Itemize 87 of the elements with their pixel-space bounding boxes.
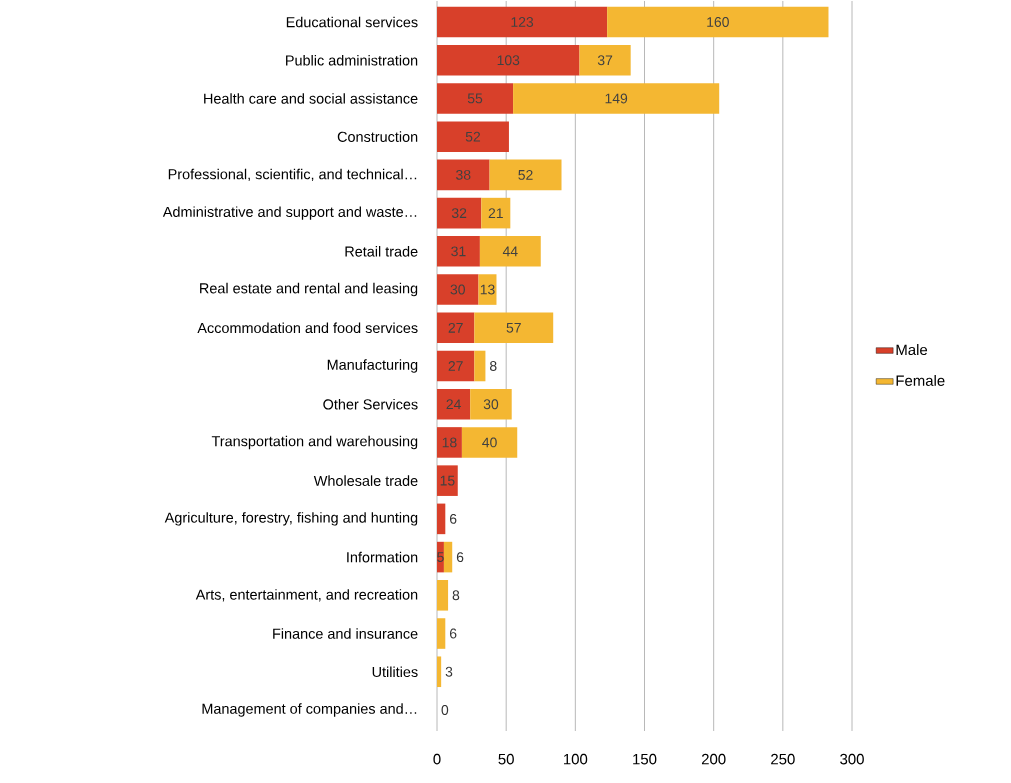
bar bbox=[437, 350, 475, 382]
bar bbox=[437, 656, 442, 688]
data-label: 3 bbox=[445, 666, 453, 677]
bar bbox=[437, 312, 475, 344]
data-label: 18 bbox=[442, 437, 457, 448]
y-tick-label: Real estate and rental and leasing bbox=[200, 282, 418, 297]
bar bbox=[437, 388, 471, 420]
y-tick-label: Arts, entertainment, and recreation bbox=[195, 589, 418, 602]
bar bbox=[437, 121, 509, 152]
bar bbox=[437, 580, 449, 611]
bar bbox=[479, 236, 541, 267]
data-label: 13 bbox=[480, 284, 495, 295]
bar bbox=[481, 197, 511, 229]
legend-label: Female bbox=[896, 374, 945, 386]
data-label: 31 bbox=[451, 246, 466, 257]
x-tick-label: 300 bbox=[840, 753, 864, 765]
y-tick-label: Health care and social assistance bbox=[204, 93, 418, 104]
data-label: 52 bbox=[465, 131, 481, 142]
bar bbox=[579, 44, 631, 76]
data-label: 32 bbox=[451, 208, 467, 219]
data-label: 24 bbox=[446, 399, 461, 410]
data-label: 55 bbox=[467, 93, 483, 104]
data-label: 30 bbox=[483, 399, 499, 410]
data-label: 103 bbox=[497, 55, 520, 66]
data-label: 37 bbox=[597, 55, 613, 66]
data-label: 40 bbox=[482, 437, 497, 448]
bar bbox=[607, 6, 829, 38]
data-label: 160 bbox=[707, 17, 729, 27]
data-label: 8 bbox=[452, 590, 460, 601]
x-tick-label: 250 bbox=[771, 753, 795, 765]
data-label: 6 bbox=[449, 513, 457, 524]
data-label: 6 bbox=[456, 552, 464, 563]
y-tick-label: Educational services bbox=[286, 16, 418, 28]
bar bbox=[437, 6, 608, 38]
y-tick-label: Other Services bbox=[323, 398, 418, 410]
x-tick-label: 200 bbox=[701, 753, 726, 765]
bar bbox=[489, 159, 562, 191]
data-label: 30 bbox=[450, 284, 465, 295]
y-tick-label: Management of companies and… bbox=[202, 703, 417, 717]
y-tick-label: Accommodation and food services bbox=[197, 322, 418, 334]
bar bbox=[470, 388, 512, 420]
data-label: 27 bbox=[448, 361, 463, 371]
y-tick-label: Public administration bbox=[286, 54, 418, 66]
data-label: 5 bbox=[437, 552, 444, 562]
y-tick-label: Administrative and support and waste… bbox=[162, 206, 417, 220]
bar bbox=[443, 541, 453, 573]
data-label: 8 bbox=[490, 361, 497, 371]
y-tick-label: Utilities bbox=[372, 666, 418, 678]
y-tick-label: Information bbox=[347, 551, 418, 563]
bar bbox=[437, 44, 580, 76]
y-tick-label: Manufacturing bbox=[327, 359, 418, 373]
data-label: 57 bbox=[506, 322, 521, 333]
legend-label: Male bbox=[896, 344, 928, 356]
bar bbox=[437, 274, 479, 305]
y-tick-label: Construction bbox=[337, 131, 418, 142]
bar bbox=[474, 312, 554, 344]
bar bbox=[437, 618, 446, 649]
x-tick-label: 150 bbox=[633, 753, 657, 765]
data-label: 52 bbox=[518, 169, 533, 180]
x-tick-label: 50 bbox=[498, 753, 514, 765]
data-label: 38 bbox=[456, 169, 471, 180]
y-tick-label: Transportation and warehousing bbox=[211, 435, 418, 450]
data-label: 15 bbox=[440, 475, 455, 486]
bar bbox=[437, 427, 462, 458]
data-label: 149 bbox=[605, 93, 628, 104]
data-label: 6 bbox=[449, 628, 457, 639]
bar bbox=[513, 83, 720, 114]
data-label: 123 bbox=[511, 17, 534, 27]
bar bbox=[437, 465, 458, 496]
y-tick-label: Agriculture, forestry, fishing and hunting bbox=[164, 512, 418, 526]
data-label: 27 bbox=[448, 322, 463, 333]
y-tick-label: Retail trade bbox=[345, 246, 418, 257]
y-tick-label: Wholesale trade bbox=[313, 475, 418, 486]
bar bbox=[474, 350, 486, 382]
x-tick-label: 0 bbox=[433, 753, 441, 765]
bar bbox=[437, 159, 490, 191]
y-tick-label: Finance and insurance bbox=[273, 628, 418, 639]
data-label: 0 bbox=[441, 705, 449, 715]
y-tick-label: Professional, scientific, and technical… bbox=[168, 168, 417, 182]
bar bbox=[437, 503, 446, 535]
x-tick-label: 100 bbox=[564, 753, 588, 765]
bar bbox=[437, 236, 480, 267]
data-label: 44 bbox=[502, 246, 518, 257]
bar bbox=[437, 197, 482, 229]
bar bbox=[461, 427, 518, 458]
bar bbox=[437, 83, 514, 114]
data-label: 21 bbox=[488, 208, 503, 218]
